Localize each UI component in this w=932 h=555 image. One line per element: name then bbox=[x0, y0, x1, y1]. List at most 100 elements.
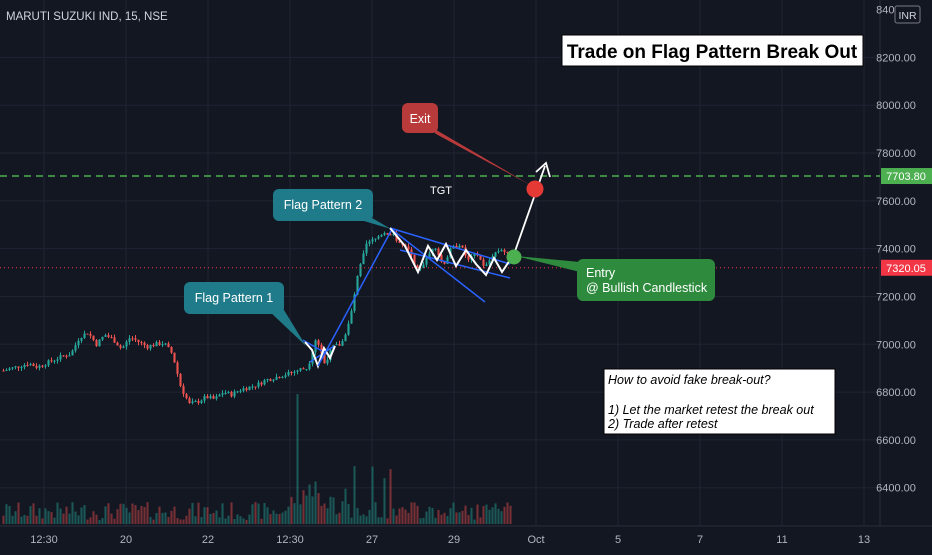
flag-pattern-2-drawing[interactable] bbox=[389, 227, 513, 303]
candle-body bbox=[341, 341, 344, 346]
candle-body bbox=[308, 363, 311, 370]
volume-bar bbox=[488, 509, 491, 524]
volume-bar bbox=[437, 510, 440, 524]
volume-bar bbox=[212, 512, 215, 524]
volume-bar bbox=[224, 518, 227, 524]
candle-body bbox=[86, 333, 89, 335]
entry-point-marker[interactable] bbox=[506, 249, 522, 265]
time-tick-label: Oct bbox=[527, 534, 544, 546]
volume-bar bbox=[263, 502, 266, 524]
volume-bar bbox=[461, 510, 464, 524]
volume-bar bbox=[281, 512, 284, 524]
exit-point-marker[interactable] bbox=[526, 180, 544, 198]
candle-body bbox=[44, 365, 47, 367]
candle-body bbox=[413, 254, 416, 266]
volume-bar bbox=[200, 517, 203, 524]
volume-bar bbox=[332, 497, 335, 524]
candle-body bbox=[473, 253, 476, 256]
candle-body bbox=[260, 382, 263, 385]
price-tick-label: 6600.00 bbox=[876, 435, 916, 447]
candle-body bbox=[131, 338, 134, 340]
candle-body bbox=[482, 259, 485, 266]
entry-callout[interactable]: Entry @ Bullish Candlestick bbox=[516, 256, 715, 301]
candle-body bbox=[392, 233, 395, 235]
volume-bar bbox=[20, 516, 23, 524]
current-price-tag[interactable]: 7320.05 bbox=[881, 259, 932, 276]
candle-body bbox=[161, 344, 164, 346]
candle-body bbox=[350, 310, 353, 324]
candle-body bbox=[11, 367, 14, 369]
volume-bar bbox=[230, 502, 233, 524]
volume-bar bbox=[314, 481, 317, 524]
note-box: How to avoid fake break-out? 1) Let the … bbox=[603, 368, 836, 435]
symbol-label[interactable]: MARUTI SUZUKI IND, 15, NSE bbox=[6, 11, 168, 23]
note-item-1: 1) Let the market retest the break out bbox=[608, 403, 814, 417]
candle-body bbox=[5, 369, 8, 371]
candle-body bbox=[191, 401, 194, 404]
volume-bar bbox=[395, 515, 398, 524]
volume-bar bbox=[491, 507, 494, 524]
volume-bar bbox=[191, 502, 194, 524]
breakout-arrow[interactable] bbox=[512, 161, 551, 258]
volume-bar bbox=[302, 490, 305, 524]
currency-badge[interactable]: INR bbox=[894, 5, 921, 24]
candle-body bbox=[380, 234, 383, 237]
exit-callout[interactable]: Exit bbox=[402, 103, 532, 186]
note-item-2: 2) Trade after retest bbox=[607, 417, 718, 431]
candle-body bbox=[80, 338, 83, 341]
volume-bar bbox=[50, 512, 53, 524]
volume-bar bbox=[80, 507, 83, 524]
candle-body bbox=[176, 362, 179, 374]
volume-bar bbox=[254, 502, 257, 524]
candle-body bbox=[224, 392, 227, 394]
target-label: TGT bbox=[430, 185, 452, 197]
candle-body bbox=[374, 238, 377, 240]
candle-body bbox=[281, 376, 284, 378]
candle-body bbox=[287, 371, 290, 376]
candle-body bbox=[143, 342, 146, 346]
flag-pattern-1-callout[interactable]: Flag Pattern 1 bbox=[184, 282, 306, 346]
volume-bar bbox=[134, 505, 137, 524]
volume-bar bbox=[203, 507, 206, 524]
candle-body bbox=[230, 391, 233, 397]
candle-body bbox=[443, 261, 446, 264]
candle-body bbox=[182, 385, 185, 394]
candle-body bbox=[485, 264, 488, 266]
volume-bar bbox=[32, 503, 35, 524]
time-axis[interactable]: 12:30 20 22 12:30 27 29 Oct 5 7 11 13 bbox=[30, 534, 870, 546]
candle-body bbox=[251, 386, 254, 388]
volume-bar bbox=[77, 515, 80, 524]
target-price-tag[interactable]: 7703.80 bbox=[881, 168, 932, 185]
volume-bar bbox=[329, 496, 332, 524]
flag-pattern-1-drawing[interactable] bbox=[302, 228, 393, 369]
flag-pattern-2-callout[interactable]: Flag Pattern 2 bbox=[273, 189, 391, 229]
candle-body bbox=[467, 255, 470, 260]
flag-pattern-2-label: Flag Pattern 2 bbox=[284, 198, 363, 212]
candle-body bbox=[146, 345, 149, 349]
price-tick-label: 6400.00 bbox=[876, 483, 916, 495]
volume-bar bbox=[113, 518, 116, 524]
candle-body bbox=[197, 401, 200, 403]
candle-body bbox=[353, 294, 356, 311]
volume-bar bbox=[419, 518, 422, 524]
volume-bar bbox=[275, 513, 278, 524]
volume-bar bbox=[494, 503, 497, 524]
candle-body bbox=[368, 241, 371, 244]
candle-body bbox=[209, 396, 212, 399]
candle-body bbox=[59, 355, 62, 360]
candle-body bbox=[428, 253, 431, 259]
volume-bar bbox=[440, 514, 443, 524]
volume-bar bbox=[479, 517, 482, 524]
volume-bar bbox=[428, 506, 431, 524]
candle-body bbox=[203, 396, 206, 401]
candle-body bbox=[425, 258, 428, 265]
candle-body bbox=[407, 246, 410, 250]
note-title: How to avoid fake break-out? bbox=[608, 373, 771, 387]
candle-body bbox=[455, 245, 458, 248]
target-price-value: 7703.80 bbox=[886, 171, 926, 183]
time-tick-label: 5 bbox=[615, 534, 621, 546]
price-axis[interactable]: 6400.00 6600.00 6800.00 7000.00 7200.00 7400.… bbox=[876, 5, 916, 495]
volume-bar bbox=[92, 511, 95, 524]
volume-bar bbox=[110, 513, 113, 524]
